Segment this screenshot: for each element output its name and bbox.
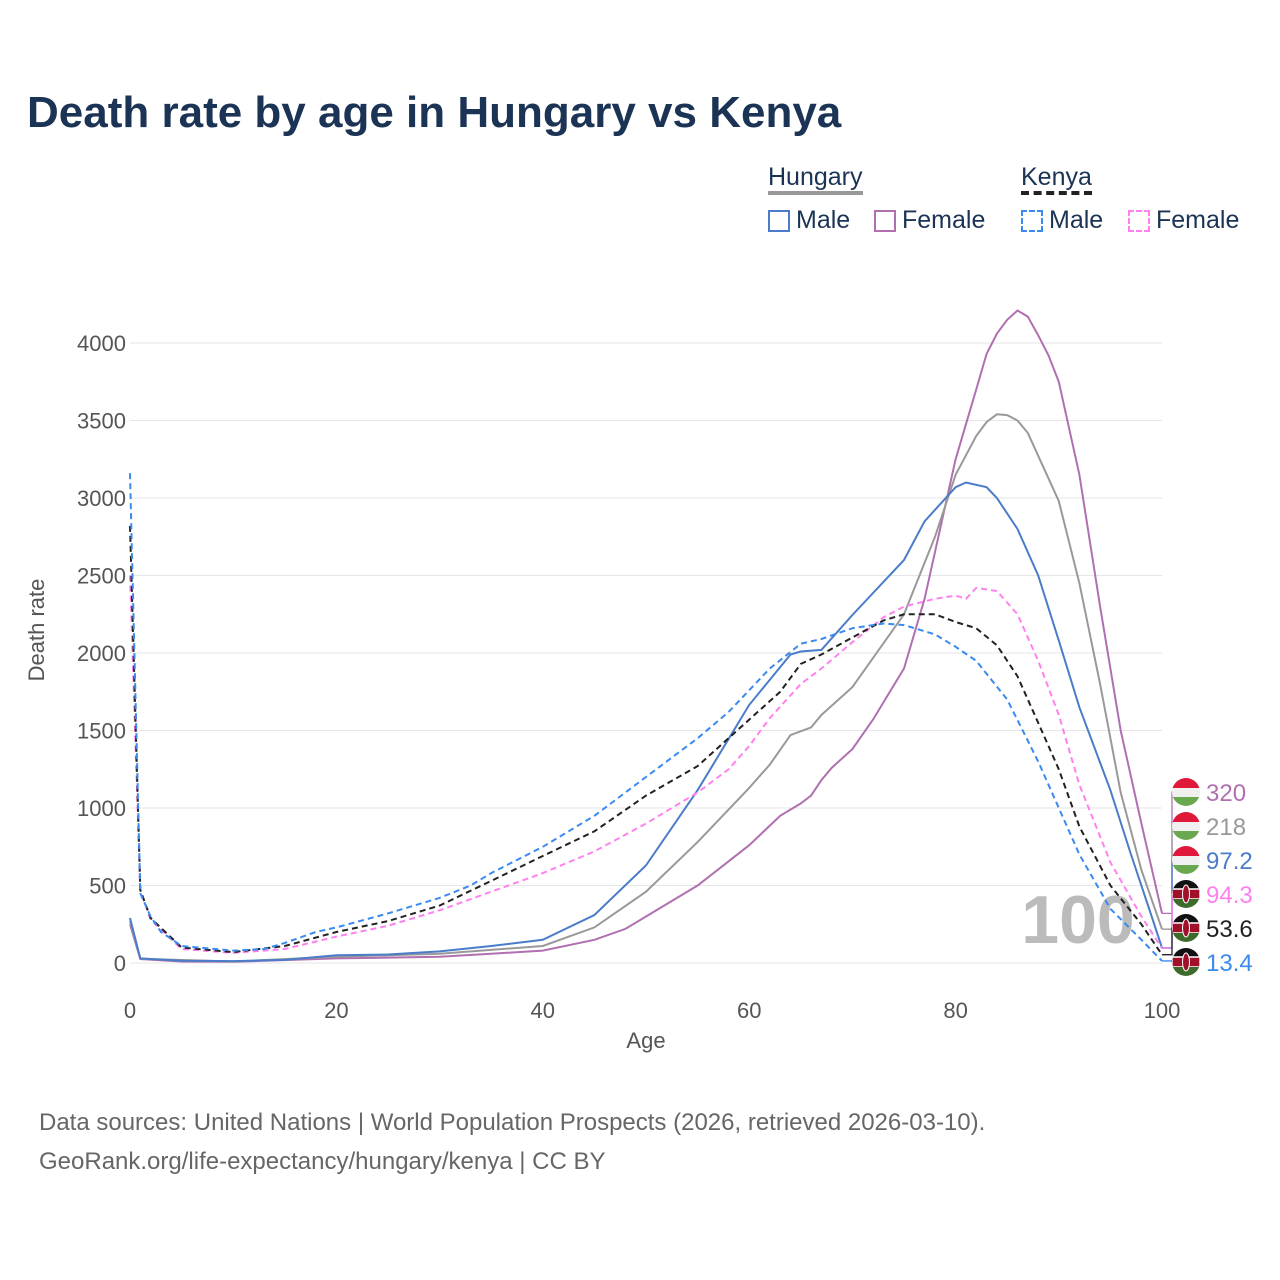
legend-kenya-male[interactable]: Male — [1021, 206, 1103, 235]
y-tick-label: 2500 — [77, 564, 126, 589]
x-tick-label: 60 — [737, 998, 761, 1023]
legend-kenya-female[interactable]: Female — [1128, 206, 1239, 235]
legend-group-kenya: Kenya — [1021, 163, 1092, 195]
legend-swatch — [768, 209, 790, 232]
y-tick-label: 500 — [89, 874, 126, 899]
x-tick-label: 20 — [324, 998, 348, 1023]
y-axis-label: Death rate — [24, 579, 49, 682]
y-tick-label: 1000 — [77, 796, 126, 821]
x-tick-label: 80 — [943, 998, 967, 1023]
legend-swatch — [874, 209, 896, 232]
legend-label: Female — [1156, 206, 1240, 234]
y-tick-label: 0 — [114, 951, 126, 976]
legend-label: Male — [796, 206, 851, 234]
y-tick-label: 2000 — [77, 641, 126, 666]
end-value-label: 94.3 — [1206, 882, 1253, 909]
x-axis-label: Age — [626, 1028, 665, 1053]
end-value-label: 97.2 — [1206, 848, 1253, 875]
series-line-kenya-female — [129, 575, 1163, 954]
kenya-flag-icon — [1172, 948, 1200, 976]
legend-swatch — [1021, 209, 1043, 232]
legend-swatch — [1128, 209, 1150, 232]
kenya-flag-icon — [1172, 914, 1200, 942]
legend-hungary-male[interactable]: Male — [768, 206, 850, 235]
series-line-hungary-male — [129, 481, 1163, 963]
series-line-hungary-total — [129, 413, 1163, 963]
end-value-label: 320 — [1206, 780, 1246, 807]
watermark-year: 100 — [1021, 882, 1134, 958]
legend-label: Male — [1049, 206, 1104, 234]
series-line-hungary-female — [129, 309, 1163, 963]
x-tick-label: 0 — [124, 998, 136, 1023]
y-tick-label: 1500 — [77, 719, 126, 744]
y-tick-label: 4000 — [77, 331, 126, 356]
kenya-flag-icon — [1172, 880, 1200, 908]
chart-title: Death rate by age in Hungary vs Kenya — [27, 88, 842, 137]
legend-hungary-female[interactable]: Female — [874, 206, 985, 235]
end-value-label: 53.6 — [1206, 916, 1253, 943]
source-line-1: Data sources: United Nations | World Pop… — [39, 1109, 986, 1136]
series-line-kenya-male — [129, 473, 1163, 962]
hungary-flag-icon — [1172, 778, 1200, 806]
legend-label: Female — [902, 206, 986, 234]
x-tick-label: 40 — [531, 998, 555, 1023]
hungary-flag-icon — [1172, 846, 1200, 874]
y-tick-label: 3000 — [77, 486, 126, 511]
y-tick-label: 3500 — [77, 409, 126, 434]
series-line-kenya-total — [129, 525, 1163, 956]
x-tick-label: 100 — [1144, 998, 1181, 1023]
end-value-label: 218 — [1206, 814, 1246, 841]
legend-group-hungary: Hungary — [768, 163, 863, 195]
source-line-2: GeoRank.org/life-expectancy/hungary/keny… — [39, 1148, 606, 1175]
end-value-label: 13.4 — [1206, 950, 1253, 977]
hungary-flag-icon — [1172, 812, 1200, 840]
